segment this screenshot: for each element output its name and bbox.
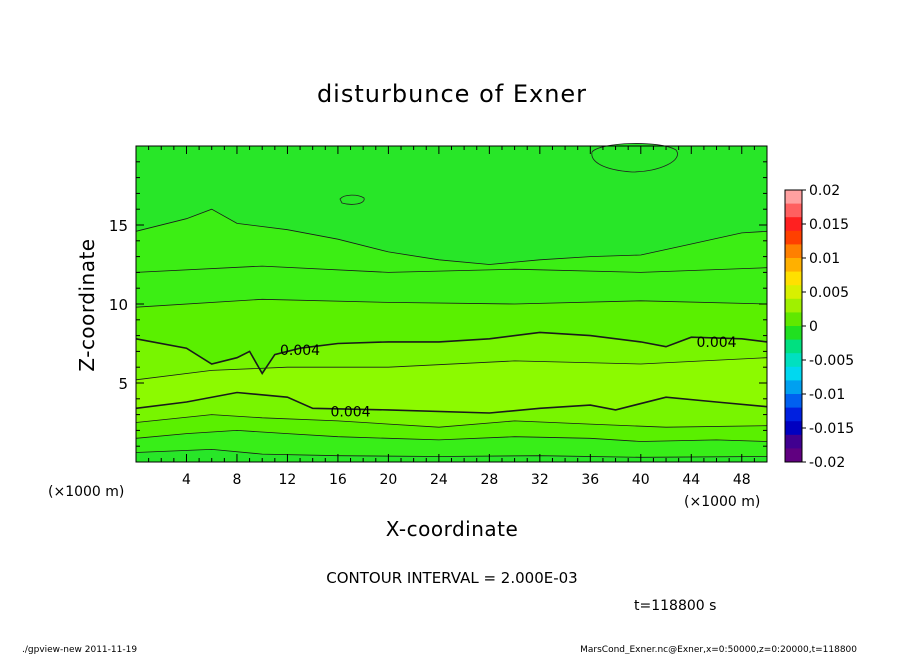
contour-closed-top [591,143,678,173]
contour-labels: 0.004 0.004 0.004 [280,335,737,421]
contour-band-2 [136,430,767,458]
contour-line-7 [135,298,768,308]
x-unit-right: (×1000 m) [684,494,760,510]
x-unit-left: (×1000 m) [48,484,124,500]
x-tick-label: 32 [531,472,549,488]
contour-band-8 [136,266,767,308]
contour-label-3: 0.004 [696,335,736,351]
time-label: t=118800 s [634,598,716,614]
contour-line-8 [135,265,768,273]
contour-band-4 [136,392,767,428]
colorbar-swatch [785,190,802,205]
colorbar-swatch [785,366,802,381]
x-tick-label: 36 [581,472,599,488]
contour-line-2 [135,429,768,442]
contour-band-1 [136,449,767,462]
x-tick-label: 12 [279,472,297,488]
colorbar-swatch [785,380,802,395]
colorbar-swatch [785,448,802,463]
x-axis-label: X-coordinate [386,517,519,541]
colorbar-label: -0.01 [809,387,845,403]
contour-line-3 [135,414,768,428]
contour-band-10 [136,146,767,265]
colorbar-swatch [785,326,802,341]
colorbar-swatch [785,407,802,422]
contour-label-1: 0.004 [280,343,320,359]
y-tick-label: 5 [118,375,128,393]
colorbar-label: -0.015 [809,421,854,437]
colorbar-swatch [785,353,802,368]
y-tick-label: 10 [109,296,128,314]
footer-right: MarsCond_Exner.nc@Exner,x=0:50000,z=0:20… [580,645,857,654]
y-tick-label: 15 [109,217,128,235]
colorbar-swatch [785,258,802,273]
x-tick-label: 16 [329,472,347,488]
colorbar-label: 0.02 [809,183,840,199]
colorbar-swatch [785,217,802,232]
contour-line-9 [135,208,768,265]
contour-line-5 [135,357,768,381]
x-tick-label: 40 [632,472,650,488]
contour-label-2: 0.004 [330,404,370,420]
x-tick-label: 48 [733,472,751,488]
contour-band-3 [136,414,767,442]
x-tick-label: 4 [182,472,191,488]
colorbar-swatch [785,271,802,286]
contour-bands [136,146,767,462]
x-tick-label: 24 [430,472,448,488]
colorbar-swatch [785,244,802,259]
colorbar-swatch [785,339,802,354]
contour-line-6 [135,331,768,376]
y-axis: 5 10 15 [109,161,767,447]
x-tick-label: 8 [232,472,241,488]
colorbar-swatch [785,421,802,436]
colorbar: 0.02 0.015 0.01 0.005 0 -0.005 -0.01 -0.015 -0.0… [784,183,854,471]
x-tick-label: 28 [480,472,498,488]
colorbar-swatch [785,312,802,327]
contour-line-4 [135,391,768,414]
colorbar-swatch [785,230,802,245]
colorbar-swatch [785,285,802,300]
contour-band-6 [136,332,767,380]
contour-closed-small [339,194,365,205]
contour-interval-text: CONTOUR INTERVAL = 2.000E-03 [326,569,577,587]
colorbar-swatch [785,298,802,313]
colorbar-swatch [785,203,802,218]
footer-left: ./gpview-new 2011-11-19 [22,645,137,654]
plot-area: 0.004 0.004 0.004 [135,143,768,463]
colorbar-label: -0.005 [809,353,854,369]
contour-band-7 [136,299,767,374]
colorbar-label: -0.02 [809,455,845,471]
x-axis: 4 8 12 16 20 24 28 32 36 40 44 48 [148,146,755,488]
colorbar-label: 0.01 [809,251,840,267]
colorbar-label: 0.015 [809,217,849,233]
contour-band-9 [136,209,767,273]
contour-lines [135,208,768,458]
x-tick-label: 20 [379,472,397,488]
y-axis-label: Z-coordinate [75,238,99,371]
colorbar-label: 0 [809,319,818,335]
colorbar-label: 0.005 [809,285,849,301]
colorbar-swatch [785,394,802,409]
x-tick-label: 44 [682,472,700,488]
chart-title: disturbunce of Exner [317,80,587,108]
colorbar-swatch [785,434,802,449]
